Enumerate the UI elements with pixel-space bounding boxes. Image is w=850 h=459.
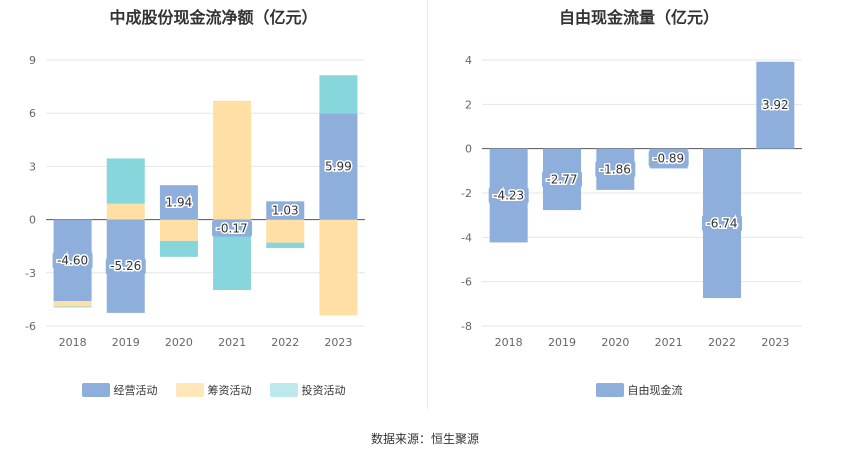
chart-legend: 经营活动 筹资活动 投资活动	[0, 382, 427, 398]
chart-title: 中成股份现金流净额（亿元）	[109, 8, 318, 27]
y-tick-label: -6	[25, 320, 36, 333]
bar-segment	[319, 219, 358, 316]
legend-swatch	[269, 383, 298, 397]
y-tick-label: 3	[29, 160, 36, 173]
bar-segment	[266, 242, 305, 248]
y-tick-label: -4	[461, 231, 472, 244]
y-tick-label: -3	[25, 267, 36, 280]
legend-label: 自由现金流	[627, 384, 683, 397]
legend-label: 经营活动	[113, 384, 158, 397]
bar-segment	[53, 301, 92, 307]
y-tick-label: -8	[461, 320, 472, 333]
x-tick-label: 2019	[548, 336, 576, 349]
cashflow-chart-panel: 中成股份现金流净额（亿元） -6 -3 0 3 6 9 2018 -4.60 2019 -5.26…	[0, 0, 427, 420]
legend-swatch	[81, 383, 110, 397]
legend-item[interactable]: 筹资活动	[175, 382, 252, 398]
x-tick-label: 2022	[271, 336, 299, 349]
chart-legend: 自由现金流	[428, 382, 850, 398]
fcf-chart-panel: 自由现金流量（亿元） -8 -6 -4 -2 0 2 4 2018 -4.23 2019 -2.77…	[428, 0, 850, 420]
x-tick-label: 2021	[218, 336, 246, 349]
data-label-bg	[595, 161, 636, 178]
data-source: 数据来源：恒生聚源	[370, 432, 479, 446]
bar-segment	[213, 100, 252, 220]
panel-divider	[427, 0, 428, 410]
data-label-bg	[542, 171, 582, 188]
data-label: -4.23	[493, 189, 524, 203]
x-tick-label: 2022	[708, 336, 736, 349]
data-label-bg	[488, 187, 529, 204]
data-label-bg	[702, 215, 742, 232]
data-label: -0.89	[653, 152, 684, 166]
bar-segment	[106, 203, 145, 220]
legend-item[interactable]: 经营活动	[81, 382, 158, 398]
data-label: 1.94	[166, 195, 193, 209]
bar-segment	[159, 240, 198, 257]
x-tick-label: 2019	[112, 336, 140, 349]
data-label: -1.86	[600, 162, 631, 176]
x-tick-label: 2018	[59, 336, 87, 349]
data-label-bg	[648, 150, 689, 167]
data-label: -4.60	[57, 253, 88, 267]
chart-title: 自由现金流量（亿元）	[558, 8, 719, 27]
x-tick-label: 2023	[761, 336, 789, 349]
y-tick-label: -6	[461, 276, 472, 289]
y-tick-label: 9	[29, 54, 36, 67]
y-tick-label: 0	[29, 214, 36, 227]
data-label-bg	[52, 252, 93, 269]
data-label-bg	[268, 202, 302, 219]
y-tick-label: -2	[461, 187, 472, 200]
x-tick-label: 2023	[324, 336, 352, 349]
data-label: -0.17	[217, 222, 248, 236]
bar-segment	[319, 75, 358, 114]
data-label: 1.03	[272, 203, 299, 217]
data-label: -6.74	[706, 216, 737, 230]
data-label: 3.92	[762, 98, 789, 112]
data-label-bg	[322, 158, 355, 175]
y-tick-label: 4	[465, 54, 472, 67]
bar-segment	[266, 219, 305, 243]
x-tick-label: 2018	[495, 336, 523, 349]
legend-item[interactable]: 自由现金流	[595, 382, 683, 398]
data-label-bg	[758, 97, 792, 114]
x-tick-label: 2020	[601, 336, 629, 349]
data-label: -5.26	[110, 259, 141, 273]
legend-swatch	[595, 383, 624, 397]
data-label-bg	[162, 194, 196, 211]
bar-segment	[53, 306, 92, 308]
y-tick-label: 0	[465, 143, 472, 156]
data-label: -2.77	[546, 172, 577, 186]
x-tick-label: 2020	[165, 336, 193, 349]
bar-segment	[159, 219, 198, 241]
bar-segment	[106, 158, 145, 204]
y-tick-label: 6	[29, 107, 36, 120]
data-label-bg	[105, 258, 146, 275]
legend-item[interactable]: 投资活动	[269, 382, 346, 398]
legend-label: 投资活动	[301, 384, 346, 397]
data-label: 5.99	[325, 159, 352, 173]
data-label-bg	[212, 220, 253, 237]
fcf-chart: -8 -6 -4 -2 0 2 4 2018 -4.23 2019 -2.77 2020 -1.86 20…	[461, 54, 802, 349]
cashflow-chart: -6 -3 0 3 6 9 2018 -4.60 2019 -5.26 2020 1.94 2021 -0…	[25, 54, 365, 349]
legend-swatch	[175, 383, 204, 397]
y-tick-label: 2	[465, 98, 472, 111]
legend-label: 筹资活动	[207, 384, 252, 397]
x-tick-label: 2021	[655, 336, 683, 349]
